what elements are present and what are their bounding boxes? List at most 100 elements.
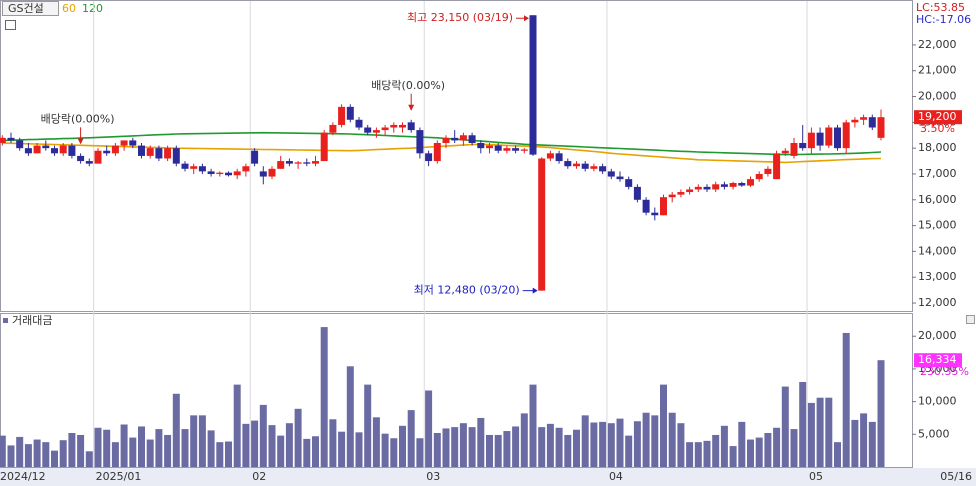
candle-body — [790, 142, 798, 156]
candle-body — [851, 119, 859, 123]
volume-bar — [364, 384, 372, 467]
volume-bar — [590, 422, 598, 467]
volume-bar — [390, 438, 398, 467]
volume-bar — [860, 413, 868, 467]
legend-box[interactable] — [2, 1, 59, 16]
moving-average-line — [2, 131, 882, 156]
volume-bar — [329, 419, 337, 467]
candle-body — [24, 148, 32, 154]
volume-bar — [120, 424, 128, 467]
volume-bar — [764, 433, 772, 467]
candle-body — [268, 168, 276, 177]
volume-bar — [703, 440, 711, 467]
volume-bar — [442, 428, 450, 467]
panel-button[interactable] — [966, 315, 975, 324]
volume-bar — [538, 427, 546, 467]
annotation-high: 최고 23,150 (03/19) — [407, 11, 513, 24]
volume-bar — [399, 425, 406, 467]
candle-body — [94, 150, 102, 164]
candle-body — [816, 132, 824, 146]
volume-bar — [816, 397, 824, 467]
volume-bar — [834, 442, 841, 467]
volume-bar — [633, 421, 641, 467]
candle-body — [216, 172, 224, 174]
volume-bar — [520, 413, 528, 467]
volume-bar — [529, 384, 537, 467]
volume-bar — [781, 386, 789, 467]
candle-body — [146, 148, 154, 156]
candle-body — [860, 117, 868, 120]
candle-body — [0, 137, 6, 143]
candle-body — [33, 145, 41, 154]
candle-body — [651, 212, 659, 216]
y-tick-label: 21,000 — [918, 64, 957, 77]
volume-bar — [799, 382, 807, 467]
volume-bar — [381, 433, 389, 467]
volume-bar — [877, 360, 885, 467]
volume-bar — [346, 366, 354, 467]
volume-bar — [459, 423, 467, 467]
candle-body — [207, 171, 215, 174]
candle-body — [538, 158, 546, 291]
candle-body — [433, 142, 441, 162]
candle-body — [747, 179, 754, 186]
candle-body — [181, 163, 189, 169]
candle-body — [312, 161, 319, 164]
volume-bar — [259, 404, 267, 467]
volume-bar — [216, 442, 224, 467]
volume-bar — [146, 439, 154, 467]
current-volume-box — [914, 353, 962, 368]
annotation-arrowhead — [524, 15, 529, 22]
candle-body — [712, 184, 720, 190]
candle-body — [129, 140, 137, 146]
candle-body — [581, 163, 589, 169]
y-tick-label: 12,000 — [918, 296, 957, 309]
volume-bar — [694, 442, 702, 467]
volume-bar — [468, 427, 476, 467]
candle-body — [877, 117, 885, 138]
candle-body — [155, 148, 163, 159]
volume-bar — [294, 408, 302, 467]
candle-body — [677, 192, 685, 195]
volume-bar — [59, 440, 67, 467]
volume-bar — [564, 434, 572, 467]
indicator-lc: LC:53.85 — [916, 1, 965, 14]
volume-bar — [494, 434, 502, 467]
candle-body — [660, 197, 667, 216]
volume-bar — [668, 412, 676, 467]
candle-body — [390, 124, 398, 128]
grid-icon[interactable] — [5, 20, 16, 30]
current-price: 19,200 — [918, 110, 957, 123]
volume-bar — [842, 332, 850, 467]
annotation-arrowhead — [77, 138, 84, 145]
candle-body — [346, 106, 354, 120]
y-tick-label: 10,000 — [918, 395, 957, 408]
current-price-box — [914, 110, 962, 125]
candle-body — [625, 179, 633, 187]
price-panel — [0, 0, 913, 312]
candle-body — [573, 163, 580, 167]
volume-bar — [85, 451, 93, 467]
volume-bar — [51, 450, 58, 467]
volume-bar — [625, 435, 633, 467]
volume-bar — [738, 421, 746, 467]
candle-body — [381, 127, 389, 131]
candle-body — [807, 132, 815, 149]
volume-bar — [338, 431, 346, 467]
candle-body — [686, 189, 694, 193]
candle-body — [459, 135, 467, 141]
candle-body — [486, 145, 493, 149]
volume-bar — [233, 384, 241, 467]
volume-bar — [103, 429, 111, 467]
candle-body — [599, 166, 607, 172]
volume-bar — [503, 431, 511, 467]
candle-body — [668, 194, 676, 198]
candle-body — [225, 172, 232, 176]
candle-body — [355, 119, 363, 128]
legend-ma120: 120 — [82, 2, 103, 15]
volume-bar — [573, 429, 580, 467]
candle-body — [633, 186, 641, 200]
volume-bar — [42, 442, 50, 467]
candle-body — [694, 186, 702, 190]
